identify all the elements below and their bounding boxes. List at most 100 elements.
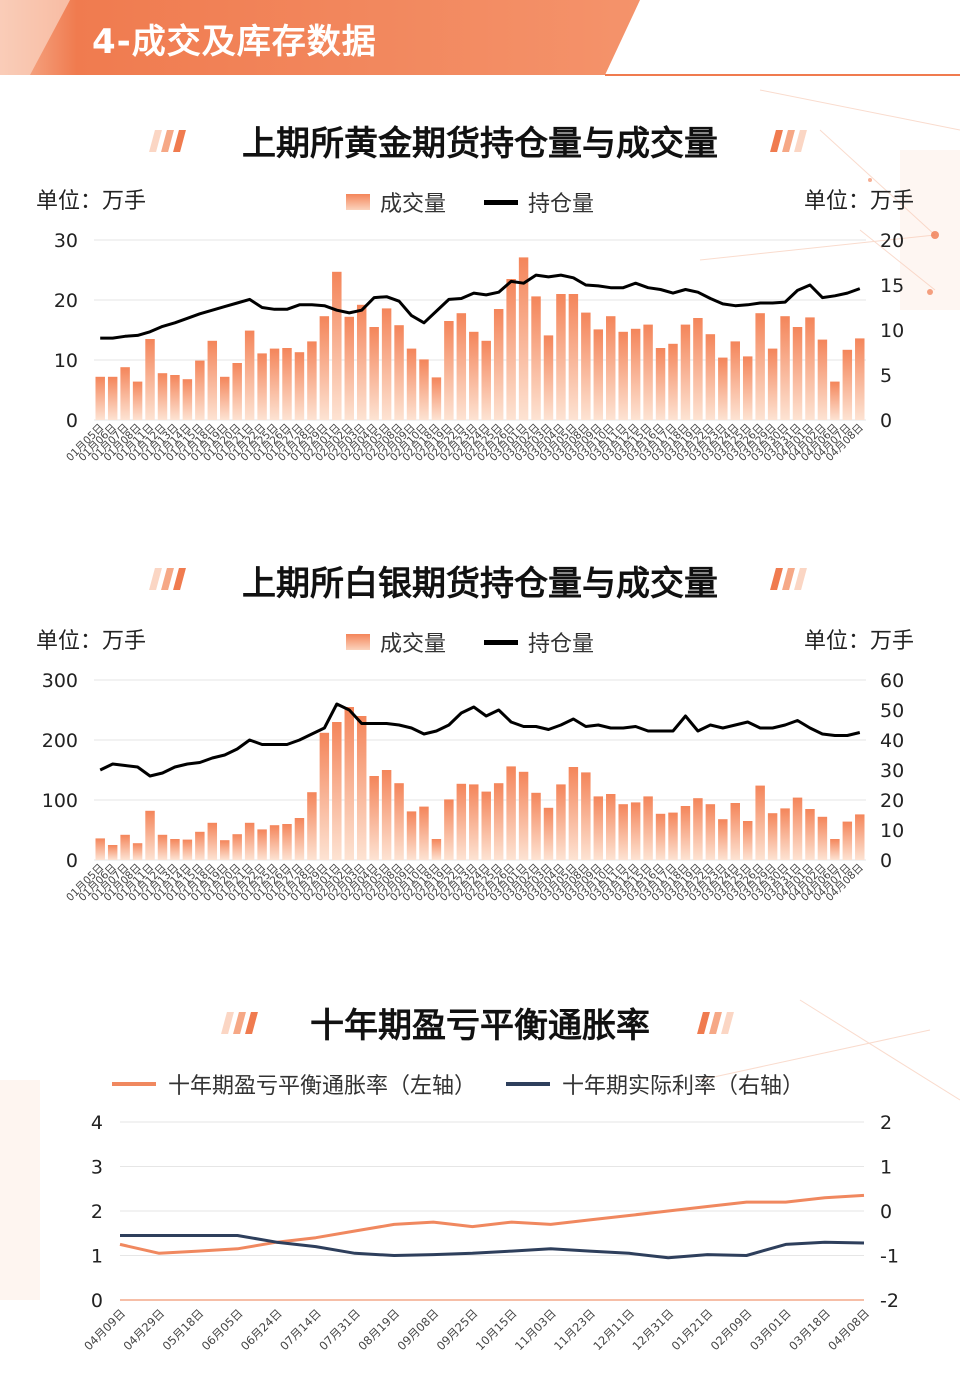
legend-openinterest-label: 持仓量	[528, 192, 595, 217]
bar-volume	[381, 308, 392, 420]
bar-volume	[406, 811, 417, 860]
legend-volume-swatch	[346, 194, 370, 210]
bar-volume	[493, 309, 504, 420]
y-tick-right: 60	[880, 670, 904, 692]
bar-volume	[244, 822, 255, 860]
bar-volume	[730, 341, 740, 420]
bar-volume	[344, 316, 354, 420]
bar-volume	[431, 839, 442, 860]
x-tick-label: 09月25日	[434, 1306, 481, 1353]
line-real-rate	[120, 1234, 865, 1260]
bar-volume	[842, 821, 853, 860]
bar-volume	[207, 340, 218, 420]
bar-volume	[170, 375, 180, 420]
bar-volume	[705, 804, 716, 860]
bar-volume	[469, 331, 479, 420]
legend-silver: 成交量 持仓量	[346, 626, 594, 658]
y-tick-right: 10	[880, 320, 904, 342]
bar-volume	[282, 348, 292, 420]
bar-volume	[668, 343, 678, 420]
y-tick-right: 10	[880, 820, 904, 842]
bar-volume	[95, 376, 105, 420]
bar-volume	[718, 357, 728, 420]
bar-volume	[581, 772, 591, 860]
bar-volume	[755, 785, 765, 860]
y-tick-right: 5	[880, 365, 892, 387]
x-tick-label: 10月15日	[473, 1306, 520, 1353]
title-deco-right-1	[770, 130, 807, 152]
y-tick-left: 100	[42, 790, 78, 812]
bar-volume	[718, 819, 728, 860]
chart-title-silver: 上期所白银期货持仓量与成交量	[242, 564, 718, 604]
bar-volume	[767, 348, 778, 420]
bar-volume	[132, 381, 143, 420]
bar-volume	[406, 348, 417, 420]
bar-volume	[668, 812, 678, 860]
bar-volume	[630, 802, 641, 860]
bar-volume	[568, 767, 579, 860]
header-banner	[0, 0, 960, 76]
x-tick-label: 04月29日	[120, 1306, 167, 1353]
bar-volume	[419, 806, 429, 860]
y-tick-left: 2	[91, 1201, 103, 1223]
line-breakeven-inflation	[119, 1193, 865, 1255]
x-tick-label: 11月23日	[551, 1306, 598, 1353]
legend-gold: 成交量 持仓量	[346, 186, 594, 218]
bar-volume	[232, 363, 242, 420]
bar-volume	[842, 349, 853, 420]
bar-volume	[319, 316, 330, 420]
bar-volume	[132, 843, 143, 860]
bar-volume	[655, 813, 666, 860]
y-tick-right: 20	[880, 230, 904, 252]
bar-volume	[207, 822, 218, 860]
line-open-interest	[99, 702, 861, 778]
bar-volume	[394, 783, 404, 860]
x-tick-label: 12月11日	[590, 1306, 637, 1353]
x-tick-label: 07月31日	[316, 1306, 363, 1353]
legend-volume-swatch	[346, 634, 370, 650]
y-tick-right: 0	[880, 850, 892, 872]
bar-volume	[182, 379, 193, 420]
x-tick-label: 06月24日	[238, 1306, 285, 1353]
bar-volume	[693, 798, 703, 860]
bar-volume	[568, 294, 579, 420]
bar-volume	[618, 804, 628, 860]
bar-volume	[344, 707, 354, 860]
legend-realrate-swatch	[506, 1082, 551, 1086]
bar-volume	[107, 845, 118, 860]
x-tick-label: 09月08日	[395, 1306, 442, 1353]
y-tick-right: 50	[880, 700, 904, 722]
bar-volume	[531, 792, 541, 860]
bar-volume	[680, 806, 691, 860]
page-title: 4-成交及库存数据	[92, 22, 377, 62]
y-tick-left: 20	[54, 290, 78, 312]
bar-volume	[307, 792, 317, 860]
bar-volume	[220, 840, 230, 860]
bar-volume	[855, 338, 865, 420]
legend-realrate-label: 十年期实际利率（右轴）	[562, 1074, 805, 1099]
bar-volume	[381, 770, 392, 860]
bar-volume	[394, 325, 404, 420]
x-tick-label: 11月03日	[512, 1306, 559, 1353]
bar-volume	[182, 839, 193, 860]
bar-volume	[493, 783, 504, 860]
bar-volume	[431, 377, 442, 420]
bar-volume	[120, 367, 130, 420]
x-tick-label: 01月21日	[669, 1306, 716, 1353]
bar-volume	[456, 313, 467, 420]
bar-volume	[481, 791, 491, 860]
bar-volume	[830, 381, 840, 420]
bar-volume	[556, 784, 566, 860]
y-tick-right: -1	[880, 1246, 899, 1268]
bar-volume	[195, 831, 205, 860]
bar-volume	[543, 807, 554, 860]
y-tick-left: 3	[91, 1157, 103, 1179]
y-tick-left: 1	[91, 1246, 103, 1268]
y-tick-left: 0	[91, 1290, 103, 1312]
bar-volume	[444, 799, 454, 860]
legend-breakeven-label: 十年期盈亏平衡通胀率（左轴）	[168, 1074, 477, 1099]
chart-title-breakeven: 十年期盈亏平衡通胀率	[310, 1006, 650, 1046]
bar-volume	[419, 359, 429, 420]
bar-volume	[855, 814, 865, 860]
bar-volume	[95, 838, 105, 860]
